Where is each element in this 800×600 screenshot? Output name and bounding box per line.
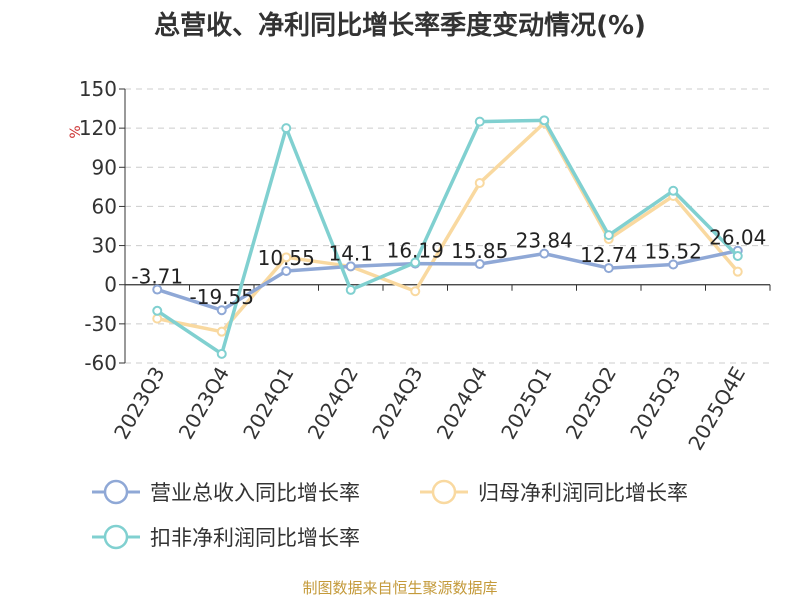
data-label: 14.1 — [328, 241, 373, 265]
x-tick-label: 2024Q3 — [367, 363, 427, 444]
data-point — [216, 348, 227, 359]
data-point — [603, 230, 614, 241]
x-tick-label: 2025Q4E — [683, 363, 750, 455]
y-axis-unit: % — [68, 125, 84, 138]
data-point — [152, 313, 163, 324]
x-tick-label: 2024Q2 — [303, 363, 363, 444]
data-point — [539, 248, 550, 259]
data-label: 10.55 — [258, 246, 315, 270]
x-tick-label: 2025Q3 — [625, 363, 685, 444]
y-tick-label: 60 — [92, 194, 117, 218]
data-point — [603, 263, 614, 274]
legend-item-0[interactable]: 营业总收入同比增长率 — [92, 479, 360, 505]
y-tick-label: 90 — [92, 155, 117, 179]
legend-marker — [431, 479, 457, 505]
data-label: 26.04 — [709, 226, 766, 250]
data-point — [216, 326, 227, 337]
data-label: 15.52 — [645, 239, 702, 263]
x-tick-label: 2024Q4 — [432, 363, 492, 444]
x-tick-label: 2023Q4 — [174, 363, 234, 444]
x-tick-label: 2023Q3 — [109, 363, 169, 444]
legend-label: 扣非净利润同比增长率 — [150, 526, 360, 550]
data-label: 12.74 — [580, 243, 637, 267]
x-tick-label: 2025Q2 — [561, 363, 621, 444]
data-point — [345, 261, 356, 272]
y-tick-label: 30 — [92, 234, 117, 258]
data-point — [732, 266, 743, 277]
y-tick-label: 150 — [79, 77, 117, 101]
y-tick-label: 120 — [79, 116, 117, 140]
data-point — [281, 252, 292, 263]
data-point — [281, 265, 292, 276]
data-point — [732, 251, 743, 262]
data-point — [152, 305, 163, 316]
x-tick-label: 2024Q1 — [238, 363, 298, 444]
data-label: -3.71 — [131, 265, 183, 289]
legend-label: 归母净利润同比增长率 — [478, 481, 688, 505]
source-note: 制图数据来自恒生聚源数据库 — [302, 579, 497, 597]
series-lines — [152, 115, 743, 359]
legend-marker — [103, 479, 129, 505]
legend-item-2[interactable]: 扣非净利润同比增长率 — [92, 524, 360, 550]
data-point — [539, 115, 550, 126]
y-tick-label: -30 — [84, 312, 117, 336]
data-point — [474, 116, 485, 127]
data-label: -19.55 — [190, 285, 254, 309]
legend-item-1[interactable]: 归母净利润同比增长率 — [420, 479, 688, 505]
data-point — [281, 123, 292, 134]
series-line-0 — [156, 249, 739, 312]
data-point — [668, 259, 679, 270]
data-point — [474, 177, 485, 188]
legend-marker — [103, 524, 129, 550]
data-label: 23.84 — [516, 229, 573, 253]
legend-label: 营业总收入同比增长率 — [150, 481, 360, 505]
grid-lines — [125, 88, 770, 364]
data-point — [345, 284, 356, 295]
y-tick-label: -60 — [84, 351, 117, 375]
data-point — [216, 305, 227, 316]
data-point — [668, 185, 679, 196]
chart-title: 总营收、净利同比增长率季度变动情况(%) — [154, 10, 646, 41]
series-line-2 — [156, 118, 739, 356]
series-line-1 — [156, 121, 740, 334]
y-tick-label: 0 — [104, 273, 117, 297]
data-label: 15.85 — [451, 239, 508, 263]
data-point — [410, 286, 421, 297]
data-label: 16.19 — [387, 239, 444, 263]
x-tick-label: 2025Q1 — [496, 363, 556, 444]
data-point — [152, 284, 163, 295]
data-point — [410, 257, 421, 268]
data-point — [474, 259, 485, 270]
